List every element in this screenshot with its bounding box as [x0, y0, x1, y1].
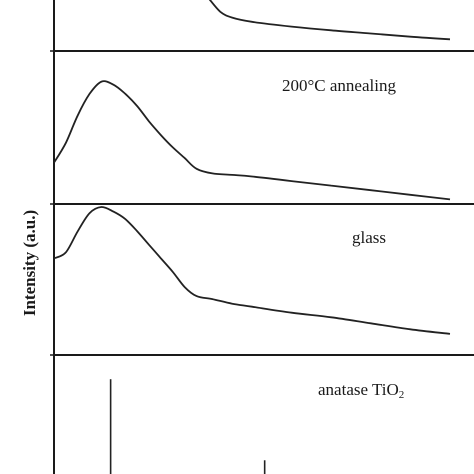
panel-frames	[50, 0, 474, 474]
panel-label-anatase-subscript: 2	[398, 389, 405, 401]
series-line-panel-1-1	[208, 0, 451, 41]
panel-label-anatase: anatase TiO2	[318, 380, 404, 401]
panel-label-glass: glass	[352, 228, 386, 247]
panel-curves	[53, 0, 451, 474]
series-line-panel-2-1	[53, 80, 451, 201]
panel-label-anatase-text: anatase TiO	[318, 380, 399, 399]
panel-label-200c-annealing: 200°C annealing	[282, 76, 396, 95]
series-line-panel-3-1	[53, 206, 451, 335]
